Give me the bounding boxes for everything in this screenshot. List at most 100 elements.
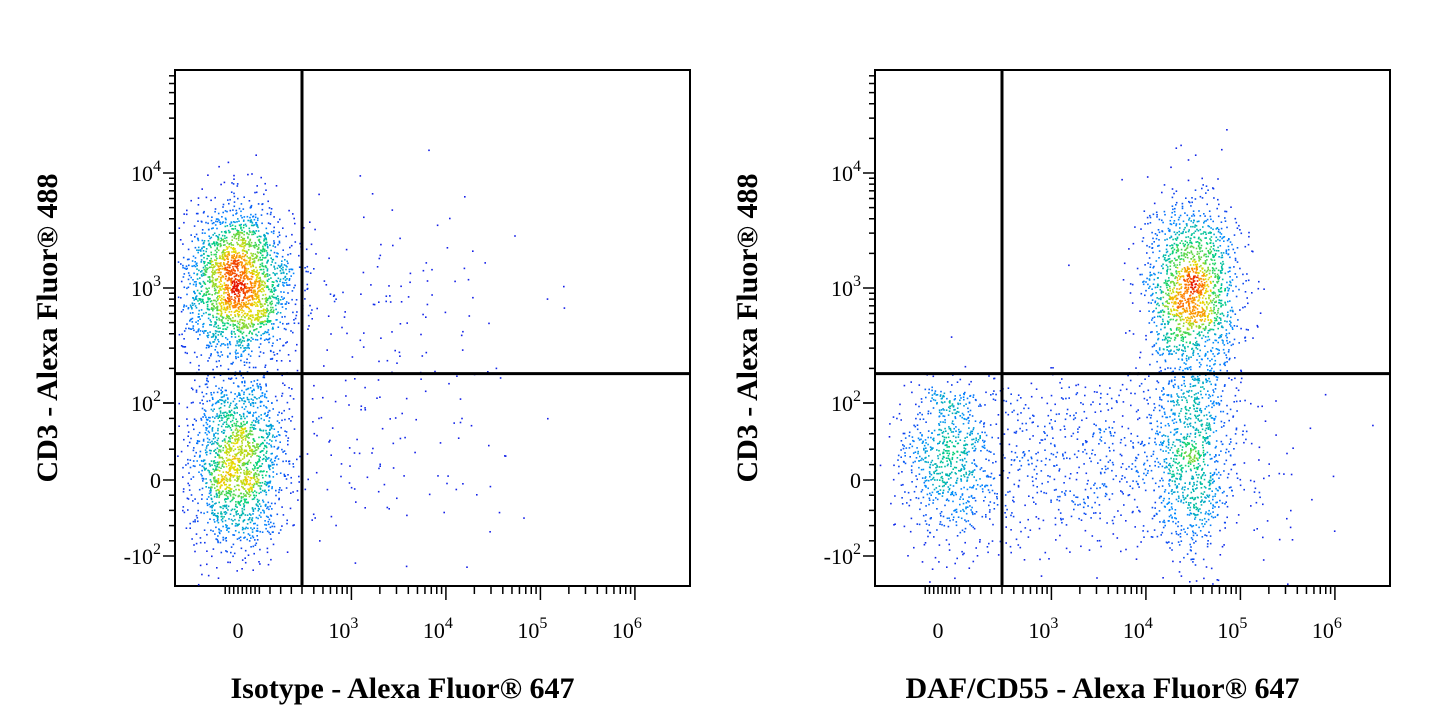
scatter-point [204, 274, 206, 276]
scatter-point [250, 398, 253, 400]
scatter-point [1197, 382, 1200, 384]
scatter-point [194, 305, 197, 307]
scatter-point [373, 303, 376, 306]
scatter-point [249, 330, 251, 333]
scatter-point [210, 498, 213, 501]
scatter-point [1184, 268, 1187, 270]
scatter-point [186, 418, 188, 420]
scatter-point [1132, 333, 1135, 335]
scatter-point [232, 257, 235, 260]
scatter-point [210, 300, 213, 302]
scatter-point [323, 280, 326, 282]
scatter-point [201, 254, 203, 257]
scatter-point [294, 284, 296, 287]
scatter-point [1210, 312, 1213, 315]
scatter-point [258, 286, 261, 288]
scatter-point [1234, 217, 1237, 220]
scatter-point [188, 484, 191, 487]
scatter-point [223, 484, 226, 486]
scatter-point [213, 273, 216, 276]
scatter-point [240, 327, 243, 330]
scatter-point [205, 447, 208, 449]
scatter-point [243, 455, 246, 458]
scatter-point [225, 483, 227, 486]
scatter-point [246, 410, 249, 413]
scatter-point [232, 248, 234, 250]
scatter-point [285, 308, 287, 310]
scatter-point [251, 173, 253, 175]
scatter-point [231, 305, 234, 307]
scatter-point [315, 253, 317, 255]
scatter-point [276, 313, 278, 315]
scatter-point [251, 222, 254, 224]
scatter-point [220, 425, 223, 428]
scatter-point [221, 417, 224, 419]
scatter-point [234, 319, 237, 322]
scatter-point [297, 499, 299, 501]
scatter-point [254, 232, 256, 235]
scatter-point [241, 339, 244, 342]
scatter-point [1179, 306, 1181, 308]
scatter-point [248, 495, 251, 498]
scatter-point [267, 286, 269, 289]
scatter-point [214, 335, 217, 338]
scatter-point [280, 360, 283, 362]
scatter-point [222, 447, 225, 449]
scatter-point [261, 450, 263, 452]
scatter-point [233, 435, 236, 437]
scatter-point [238, 235, 240, 238]
scatter-point [270, 521, 272, 524]
scatter-point [200, 261, 202, 263]
scatter-point [1173, 350, 1175, 353]
scatter-point [200, 354, 203, 356]
scatter-point [219, 223, 222, 225]
scatter-point [1131, 302, 1134, 304]
scatter-point [251, 273, 254, 276]
scatter-point [276, 463, 278, 466]
scatter-point [223, 262, 225, 264]
scatter-point [266, 286, 268, 289]
scatter-point [1185, 332, 1187, 334]
scatter-point [190, 478, 192, 480]
scatter-point [256, 251, 259, 253]
scatter-point [226, 272, 229, 275]
scatter-point [211, 271, 213, 273]
scatter-point [227, 401, 229, 404]
scatter-point [257, 387, 260, 389]
scatter-point [1187, 299, 1190, 301]
scatter-point [245, 243, 247, 246]
scatter-point [203, 256, 205, 259]
scatter-point [1248, 231, 1250, 234]
scatter-point [1209, 242, 1211, 244]
scatter-point [1179, 227, 1181, 229]
scatter-point [289, 360, 291, 362]
scatter-point [240, 496, 243, 498]
scatter-point [272, 425, 274, 427]
scatter-point [1186, 241, 1188, 244]
scatter-point [268, 295, 271, 298]
scatter-point [238, 294, 241, 296]
scatter-point [242, 208, 245, 210]
scatter-point [206, 268, 208, 271]
scatter-point [213, 509, 216, 511]
scatter-point [196, 273, 199, 275]
scatter-point [195, 542, 198, 545]
scatter-point [225, 337, 227, 339]
scatter-point [245, 498, 248, 501]
scatter-point [233, 407, 236, 410]
scatter-point [221, 354, 224, 356]
scatter-point [285, 268, 287, 271]
scatter-point [263, 332, 266, 335]
scatter-point [221, 456, 223, 459]
scatter-point [242, 226, 245, 229]
scatter-point [1152, 283, 1155, 285]
scatter-point [240, 452, 242, 454]
scatter-point [1156, 216, 1158, 218]
scatter-point [247, 453, 249, 456]
scatter-point [252, 453, 255, 455]
scatter-point [215, 220, 217, 223]
scatter-point [220, 280, 222, 282]
scatter-point [1162, 352, 1164, 355]
scatter-point [208, 297, 211, 300]
scatter-point [218, 331, 220, 333]
